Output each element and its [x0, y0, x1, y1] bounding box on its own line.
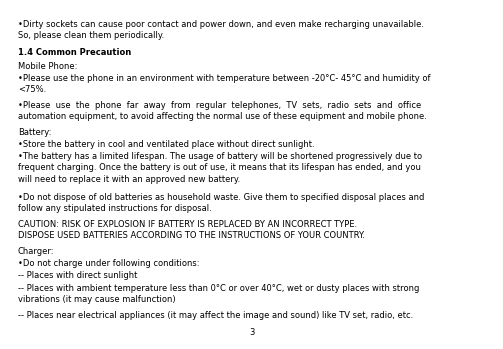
Text: •The battery has a limited lifespan. The usage of battery will be shortened prog: •The battery has a limited lifespan. The…: [18, 152, 422, 184]
Text: CAUTION: RISK OF EXPLOSION IF BATTERY IS REPLACED BY AN INCORRECT TYPE.
DISPOSE : CAUTION: RISK OF EXPLOSION IF BATTERY IS…: [18, 220, 365, 240]
Text: 3: 3: [249, 328, 254, 337]
Text: -- Places near electrical appliances (it may affect the image and sound) like TV: -- Places near electrical appliances (it…: [18, 311, 413, 320]
Text: •Store the battery in cool and ventilated place without direct sunlight.: •Store the battery in cool and ventilate…: [18, 140, 314, 149]
Text: •Dirty sockets can cause poor contact and power down, and even make recharging u: •Dirty sockets can cause poor contact an…: [18, 20, 424, 40]
Text: •Do not charge under following conditions:: •Do not charge under following condition…: [18, 259, 200, 268]
Text: -- Places with direct sunlight: -- Places with direct sunlight: [18, 271, 137, 280]
Text: 1.4 Common Precaution: 1.4 Common Precaution: [18, 48, 131, 57]
Text: Battery:: Battery:: [18, 128, 51, 137]
Text: •Please  use  the  phone  far  away  from  regular  telephones,  TV  sets,  radi: •Please use the phone far away from regu…: [18, 101, 427, 121]
Text: -- Places with ambient temperature less than 0°C or over 40°C, wet or dusty plac: -- Places with ambient temperature less …: [18, 284, 420, 304]
Text: Charger:: Charger:: [18, 247, 54, 256]
Text: Mobile Phone:: Mobile Phone:: [18, 62, 77, 71]
Text: •Do not dispose of old batteries as household waste. Give them to specified disp: •Do not dispose of old batteries as hous…: [18, 193, 425, 214]
Text: •Please use the phone in an environment with temperature between -20°C- 45°C and: •Please use the phone in an environment …: [18, 74, 431, 95]
